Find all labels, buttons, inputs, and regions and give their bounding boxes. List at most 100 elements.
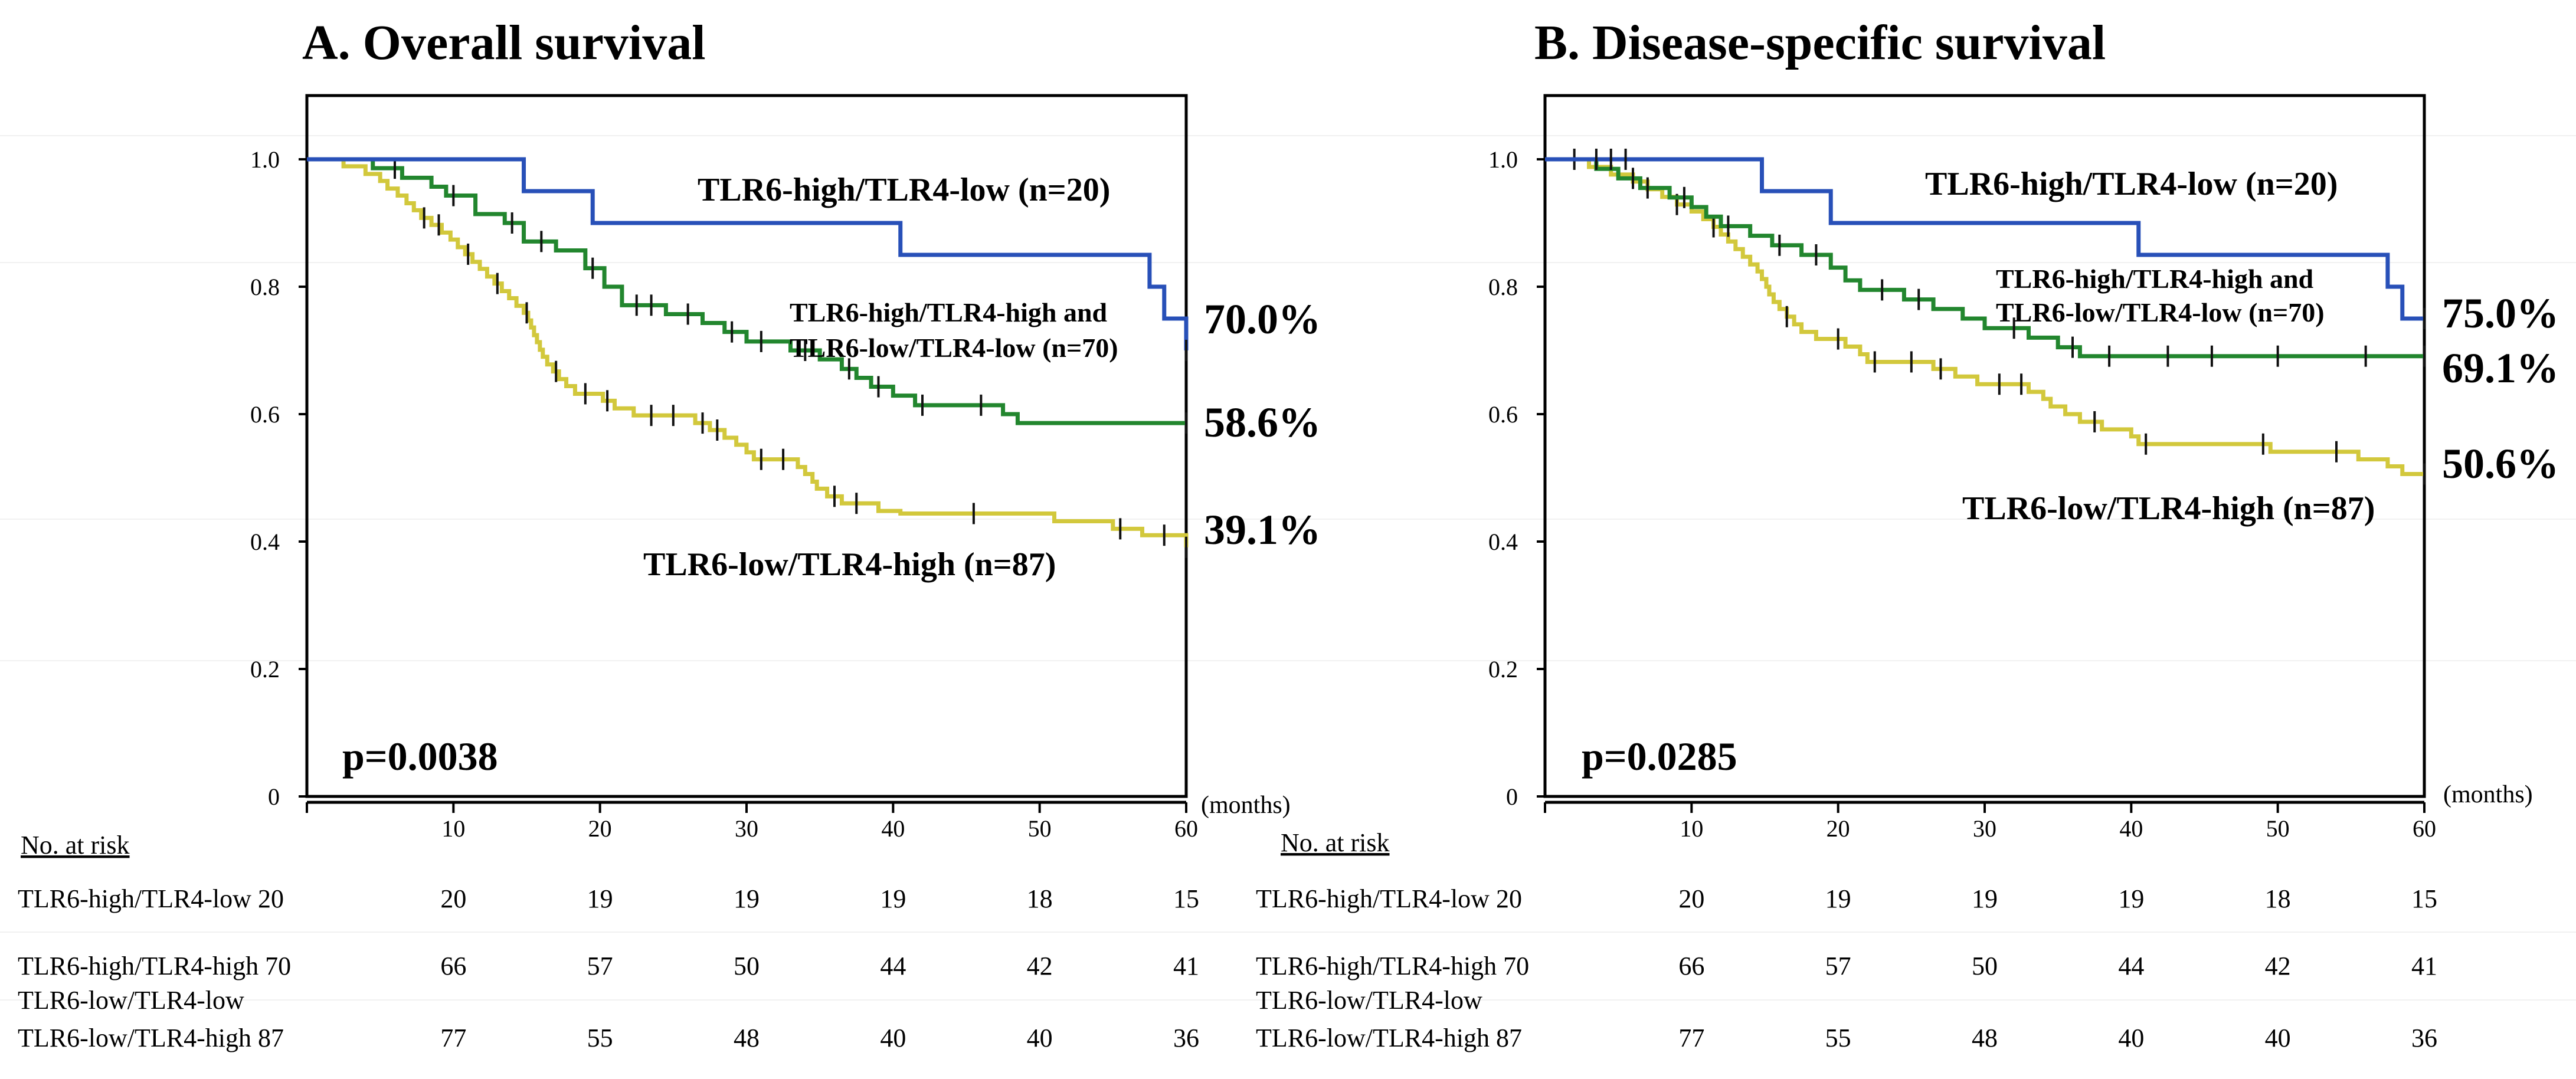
panel-b-end-label-mixed: 69.1% xyxy=(2442,345,2559,392)
panel-a-curve-1 xyxy=(307,157,1186,425)
panel-a-curve-2 xyxy=(307,157,1189,547)
panel-b-risk-value: 57 xyxy=(1825,952,1851,980)
panel-a-risk-value: 20 xyxy=(440,884,466,913)
panel-b-x-tick-label: 20 xyxy=(1827,815,1850,842)
panel-b-risk-value: 77 xyxy=(1678,1024,1704,1052)
panel-a-end-label-mixed: 58.6% xyxy=(1204,399,1321,446)
panel-a-y-tick-label: 0.4 xyxy=(250,529,280,555)
panel-b-risk-row-label-1: TLR6-high/TLR4-low 20 xyxy=(1256,884,1522,913)
panel-a-y-tick-label: 0 xyxy=(268,783,280,810)
panel-a-series-label-mixed-line2: TLR6-low/TLR4-low (n=70) xyxy=(790,333,1118,363)
panel-a-y-tick-label: 0.2 xyxy=(250,656,280,683)
panel-a-x-ticks: 10 20 30 40 50 60 xyxy=(306,802,1198,842)
panel-a-risk-value: 55 xyxy=(587,1024,613,1052)
panel-b-x-unit: (months) xyxy=(2443,781,2533,808)
panel-b-risk-value: 19 xyxy=(1825,884,1851,913)
panel-a-p-value: p=0.0038 xyxy=(342,734,498,779)
panel-a-risk-row-label-1: TLR6-high/TLR4-low 20 xyxy=(18,884,284,913)
panel-b-risk-value: 19 xyxy=(1972,884,1998,913)
panel-b-risk-row-label-2: TLR6-high/TLR4-high 70 xyxy=(1256,952,1529,980)
panel-a-risk-value: 19 xyxy=(880,884,906,913)
panel-a-risk-value: 41 xyxy=(1173,952,1199,980)
panel-a-risk-value: 40 xyxy=(880,1024,906,1052)
panel-a-risk-row-label-3: TLR6-low/TLR4-high 87 xyxy=(18,1024,284,1052)
panel-a-risk-value: 77 xyxy=(440,1024,466,1052)
panel-b-y-tick-label: 0.2 xyxy=(1488,656,1518,683)
panel-b-risk-row-label-3: TLR6-low/TLR4-high 87 xyxy=(1256,1024,1522,1052)
panel-b-risk-value: 66 xyxy=(1678,952,1704,980)
panel-a-title: A. Overall survival xyxy=(302,15,706,70)
panel-a-end-label-tlr6-high-tlr4-low: 70.0% xyxy=(1204,296,1321,343)
panel-a-risk-value: 36 xyxy=(1173,1024,1199,1052)
panel-b-risk-value: 20 xyxy=(1678,884,1704,913)
panel-b-x-ticks: 10 20 30 40 50 60 xyxy=(1544,802,2436,842)
panel-b-risk-value: 15 xyxy=(2411,884,2437,913)
panel-b-series-label-mixed-line1: TLR6-high/TLR4-high and xyxy=(1996,264,2314,294)
panel-b-risk-value: 41 xyxy=(2411,952,2437,980)
panel-a-risk-header: No. at risk xyxy=(21,831,130,860)
panel-b-curves xyxy=(1545,149,2426,485)
panel-b-x-tick-label: 30 xyxy=(1973,815,1996,842)
panel-a-risk-value: 44 xyxy=(880,952,906,980)
panel-a-x-tick-label: 30 xyxy=(735,815,758,842)
panel-a-risk-value: 57 xyxy=(587,952,613,980)
panel-a-curves xyxy=(307,157,1189,558)
panel-a-end-label-tlr6-low-tlr4-high: 39.1% xyxy=(1204,506,1321,553)
panel-a-risk-value: 66 xyxy=(440,952,466,980)
panel-a-series-label-tlr6-low-tlr4-high: TLR6-low/TLR4-high (n=87) xyxy=(643,546,1056,583)
panel-b-risk-value: 48 xyxy=(1972,1024,1998,1052)
panel-a-risk-values: 20 19 19 19 18 15 66 57 50 44 42 41 77 55 48 40 40 36 xyxy=(440,884,1199,1052)
panel-a-x-tick-label: 20 xyxy=(588,815,612,842)
panel-b-plot-frame xyxy=(1543,94,2426,798)
panel-b-p-value: p=0.0285 xyxy=(1582,734,1737,779)
panel-b-curve-0 xyxy=(1545,157,2424,321)
panel-b-risk-value: 36 xyxy=(2411,1024,2437,1052)
panel-a-y-tick-label: 0.6 xyxy=(250,401,280,428)
panel-a-plot-frame xyxy=(305,94,1188,798)
panel-a-overall-survival: A. Overall survival 10 20 30 40 50 60 0 0.2 0.4… xyxy=(18,15,1321,1052)
panel-a-risk-value: 48 xyxy=(734,1024,760,1052)
panel-b-y-tick-label: 0.4 xyxy=(1488,529,1518,555)
panel-a-x-tick-label: 60 xyxy=(1174,815,1198,842)
panel-b-risk-value: 19 xyxy=(2118,884,2144,913)
panel-b-risk-header: No. at risk xyxy=(1281,828,1390,857)
panel-b-title: B. Disease-specific survival xyxy=(1534,15,2106,70)
panel-a-x-tick-label: 40 xyxy=(881,815,905,842)
panel-b-series-label-tlr6-high-tlr4-low: TLR6-high/TLR4-low (n=20) xyxy=(1925,166,2338,202)
panel-b-y-tick-label: 0 xyxy=(1506,783,1518,810)
panel-b-x-tick-label: 40 xyxy=(2119,815,2143,842)
panel-a-x-unit: (months) xyxy=(1201,792,1291,819)
panel-a-risk-value: 50 xyxy=(734,952,760,980)
panel-b-x-tick-label: 10 xyxy=(1680,815,1703,842)
panel-b-risk-value: 50 xyxy=(1972,952,1998,980)
panel-b-risk-value: 42 xyxy=(2265,952,2291,980)
panel-a-risk-row-label-2: TLR6-high/TLR4-high 70 xyxy=(18,952,291,980)
panel-a-risk-value: 19 xyxy=(587,884,613,913)
panel-b-y-tick-label: 0.8 xyxy=(1488,274,1518,300)
panel-b-risk-value: 40 xyxy=(2265,1024,2291,1052)
panel-b-risk-value: 44 xyxy=(2118,952,2144,980)
panel-b-y-tick-label: 0.6 xyxy=(1488,401,1518,428)
panel-a-series-label-tlr6-high-tlr4-low: TLR6-high/TLR4-low (n=20) xyxy=(698,172,1110,208)
panel-b-y-ticks: 0 0.2 0.4 0.6 0.8 1.0 xyxy=(1488,146,1545,810)
panel-a-risk-value: 40 xyxy=(1027,1024,1053,1052)
panel-b-curve-2 xyxy=(1545,157,2424,477)
panel-a-y-tick-label: 0.8 xyxy=(250,274,280,300)
panel-b-risk-value: 18 xyxy=(2265,884,2291,913)
panel-a-series-label-mixed-line1: TLR6-high/TLR4-high and xyxy=(790,297,1108,327)
panel-b-risk-values: 20 19 19 19 18 15 66 57 50 44 42 41 77 55 48 40 40 36 xyxy=(1678,884,2437,1052)
panel-a-y-tick-label: 1.0 xyxy=(250,146,280,173)
panel-b-x-tick-label: 50 xyxy=(2266,815,2290,842)
panel-b-y-tick-label: 1.0 xyxy=(1488,146,1518,173)
panel-a-risk-value: 15 xyxy=(1173,884,1199,913)
panel-b-end-label-tlr6-low-tlr4-high: 50.6% xyxy=(2442,440,2559,487)
panel-b-risk-value: 40 xyxy=(2118,1024,2144,1052)
panel-a-risk-value: 42 xyxy=(1027,952,1053,980)
panel-a-x-tick-label: 10 xyxy=(441,815,465,842)
panel-b-x-tick-label: 60 xyxy=(2413,815,2436,842)
panel-a-curve-0 xyxy=(307,157,1189,350)
background-guides xyxy=(0,135,2576,1001)
panel-a-x-tick-label: 50 xyxy=(1028,815,1052,842)
panel-b-disease-specific-survival: B. Disease-specific survival 10 20 30 40 50 6… xyxy=(1256,15,2559,1052)
